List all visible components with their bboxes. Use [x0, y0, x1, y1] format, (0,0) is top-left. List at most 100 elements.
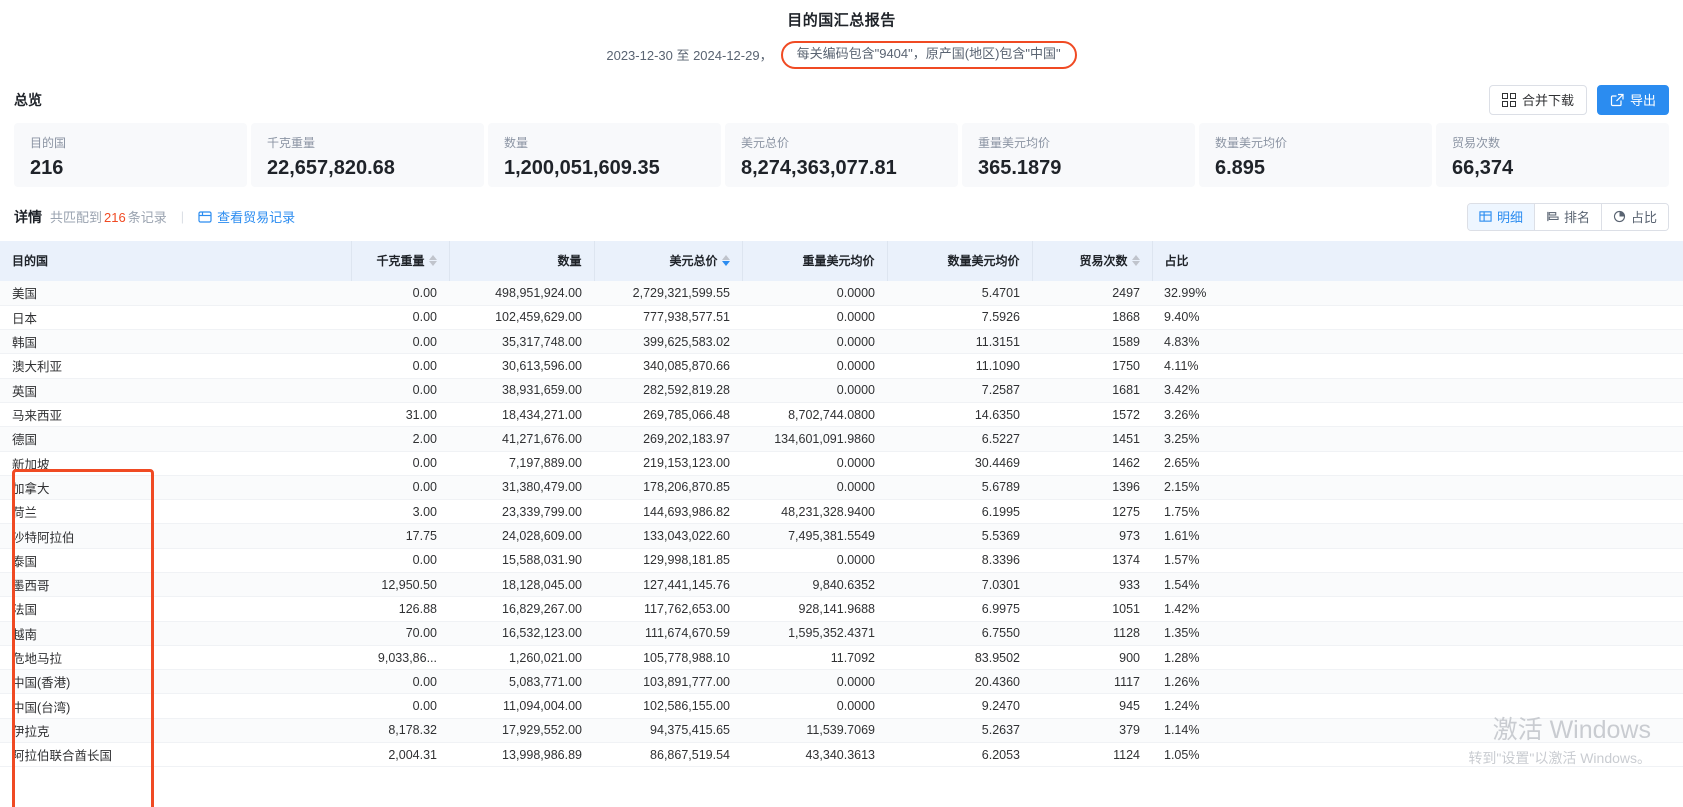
col-header-trade-count[interactable]: 贸易次数 [1032, 240, 1153, 281]
table-row[interactable]: 韩国 0.00 35,317,748.00 399,625,583.02 0.0000 1… [0, 329, 1683, 355]
table-row[interactable]: 美国 0.00 498,951,924.00 2,729,321,599.55 0.00… [0, 280, 1683, 306]
col-header-share[interactable]: 占比 [1152, 240, 1683, 281]
cell-share: 9.40% [1152, 305, 1683, 331]
table-row[interactable]: 加拿大 0.00 31,380,479.00 178,206,870.85 0.0000… [0, 475, 1683, 501]
cell-spacer [144, 475, 351, 501]
cell-usd_total: 269,785,066.48 [594, 402, 742, 428]
sort-icon-active[interactable] [721, 255, 730, 267]
cell-trade_count: 1051 [1032, 596, 1152, 622]
cell-share: 1.54% [1152, 572, 1683, 598]
merge-download-label: 合并下载 [1521, 93, 1574, 109]
table-row[interactable]: 越南 70.00 16,532,123.00 111,674,670.59 1,595,… [0, 621, 1683, 646]
cell-qty_avg: 14.6350 [887, 402, 1032, 428]
cell-trade_count: 1275 [1032, 499, 1152, 525]
cell-trade_count: 973 [1032, 523, 1152, 549]
table-row[interactable]: 法国 126.88 16,829,267.00 117,762,653.00 928,1… [0, 596, 1683, 622]
overview-section-header: 总览 合并下载 [0, 84, 1683, 115]
cell-usd_total: 178,206,870.85 [594, 475, 742, 501]
table-row[interactable]: 伊拉克 8,178.32 17,929,552.00 94,375,415.65 11,… [0, 718, 1683, 744]
table-row[interactable]: 英国 0.00 38,931,659.00 282,592,819.28 0.0000 7… [0, 378, 1683, 403]
cell-kg_weight: 0.00 [351, 669, 449, 695]
cell-usd_total: 219,153,123.00 [594, 451, 742, 476]
col-header-qty-avg[interactable]: 数量美元均价 [887, 240, 1033, 281]
table-row[interactable]: 泰国 0.00 15,588,031.90 129,998,181.85 0.0000 8… [0, 548, 1683, 574]
view-mode-rank[interactable]: 排名 [1534, 203, 1602, 230]
cell-country: 法国 [0, 596, 144, 622]
table-row[interactable]: 新加坡 0.00 7,197,889.00 219,153,123.00 0.0000 3… [0, 451, 1683, 476]
cell-weight_avg: 8,702,744.0800 [742, 402, 887, 428]
col-header-weight-avg[interactable]: 重量美元均价 [742, 240, 888, 281]
card-label: 数量 [504, 135, 529, 150]
table-row[interactable]: 澳大利亚 0.00 30,613,596.00 340,085,870.66 0.000… [0, 353, 1683, 379]
table-row[interactable]: 中国(台湾) 0.00 11,094,004.00 102,586,155.00 0.0… [0, 693, 1683, 719]
merge-download-button[interactable]: 合并下载 [1488, 84, 1587, 115]
cell-share: 1.75% [1152, 499, 1683, 525]
cell-country: 泰国 [0, 548, 144, 574]
cell-spacer [144, 693, 351, 719]
col-header-usd-total[interactable]: 美元总价 [594, 240, 743, 281]
cell-usd_total: 144,693,986.82 [594, 499, 742, 525]
col-header-country-label: 目的国 [12, 254, 49, 269]
card-value: 66,374 [1452, 156, 1514, 179]
cell-trade_count: 1589 [1032, 329, 1152, 355]
sort-icon[interactable] [428, 255, 437, 267]
export-label: 导出 [1629, 93, 1656, 109]
cell-share: 1.35% [1152, 621, 1683, 646]
cell-usd_total: 105,778,988.10 [594, 645, 742, 671]
col-header-country[interactable]: 目的国 [0, 240, 144, 281]
cell-spacer [144, 378, 351, 403]
cell-country: 阿拉伯联合酋长国 [0, 742, 144, 768]
card-label: 数量美元均价 [1215, 135, 1288, 150]
cell-country: 中国(台湾) [0, 693, 144, 719]
table-row[interactable]: 中国(香港) 0.00 5,083,771.00 103,891,777.00 0.00… [0, 669, 1683, 695]
grid-squares-icon [1501, 92, 1516, 107]
view-mode-detail[interactable]: 明细 [1467, 203, 1535, 230]
sort-icon[interactable] [1131, 255, 1140, 267]
report-header: 目的国汇总报告 2023-12-30 至 2024-12-29， 每关编码包含"… [0, 0, 1683, 69]
cell-trade_count: 379 [1032, 718, 1152, 744]
filter-condition-pill: 每关编码包含"9404"，原产国(地区)包含"中国" [780, 41, 1077, 69]
cell-country: 墨西哥 [0, 572, 144, 598]
overview-card-weight-avg-price: 重量美元均价 365.1879 [962, 122, 1195, 187]
detail-table-wrap: 目的国 千克重量 数量 美元总价 [0, 240, 1683, 807]
table-row[interactable]: 德国 2.00 41,271,676.00 269,202,183.97 134,601… [0, 426, 1683, 452]
cell-trade_count: 1868 [1032, 305, 1152, 331]
table-row[interactable]: 马来西亚 31.00 18,434,271.00 269,785,066.48 8,70… [0, 402, 1683, 428]
col-header-kg-weight[interactable]: 千克重量 [351, 240, 450, 281]
cell-country: 美国 [0, 280, 144, 306]
date-range: 2023-12-30 至 2024-12-29， [606, 48, 773, 64]
card-label: 重量美元均价 [978, 135, 1051, 150]
table-row[interactable]: 沙特阿拉伯 17.75 24,028,609.00 133,043,022.60 7,4… [0, 523, 1683, 549]
col-header-quantity-label: 数量 [557, 254, 582, 269]
col-header-trade-count-label: 贸易次数 [1079, 254, 1128, 269]
cell-trade_count: 1396 [1032, 475, 1152, 501]
cell-usd_total: 399,625,583.02 [594, 329, 742, 355]
cell-country: 日本 [0, 305, 144, 331]
cell-kg_weight: 12,950.50 [351, 572, 449, 598]
view-mode-share[interactable]: 占比 [1601, 203, 1668, 230]
cell-qty_avg: 6.2053 [887, 742, 1032, 768]
view-mode-switcher: 明细 排名 占比 [1466, 202, 1669, 231]
cell-trade_count: 1572 [1032, 402, 1152, 428]
table-row[interactable]: 阿拉伯联合酋长国 2,004.31 13,998,986.89 86,867,519.… [0, 742, 1683, 768]
cell-quantity: 30,613,596.00 [449, 353, 594, 379]
cell-weight_avg: 11,539.7069 [742, 718, 887, 744]
cell-spacer [144, 621, 351, 646]
cell-share: 4.83% [1152, 329, 1683, 355]
cell-kg_weight: 3.00 [351, 499, 449, 525]
table-row[interactable]: 墨西哥 12,950.50 18,128,045.00 127,441,145.76 9… [0, 572, 1683, 598]
table-row[interactable]: 危地马拉 9,033,86... 1,260,021.00 105,778,988.1… [0, 645, 1683, 671]
export-button[interactable]: 导出 [1596, 84, 1669, 115]
col-header-share-label: 占比 [1164, 254, 1189, 269]
view-trade-records-link[interactable]: 查看贸易记录 [198, 207, 295, 226]
table-row[interactable]: 荷兰 3.00 23,339,799.00 144,693,986.82 48,231,… [0, 499, 1683, 525]
col-header-quantity[interactable]: 数量 [449, 240, 595, 281]
cell-share: 1.24% [1152, 693, 1683, 719]
cell-spacer [144, 572, 351, 598]
cell-share: 2.65% [1152, 451, 1683, 476]
col-header-weight-avg-label: 重量美元均价 [802, 254, 875, 269]
card-value: 216 [30, 156, 64, 179]
cell-qty_avg: 83.9502 [887, 645, 1032, 671]
cell-spacer [144, 426, 351, 452]
table-row[interactable]: 日本 0.00 102,459,629.00 777,938,577.51 0.0000… [0, 305, 1683, 331]
